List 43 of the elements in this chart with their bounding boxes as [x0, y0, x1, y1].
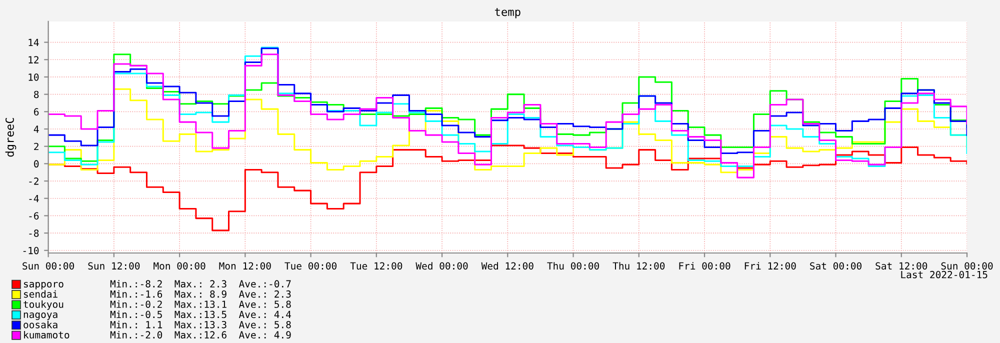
x-tick-label: Mon 12:00 — [219, 262, 271, 270]
x-tick-label: Sat 12:00 — [876, 262, 928, 270]
y-tick-label: 8 — [34, 90, 39, 98]
y-axis-title: dgreeC — [5, 118, 16, 157]
text: Min.:-0.2 Max.:13.1 Ave.: 5.8 — [110, 300, 291, 308]
legend-label: sendai — [24, 290, 58, 298]
x-tick-label: Sun 12:00 — [88, 262, 140, 270]
legend-label: sapporo — [24, 282, 64, 290]
x-tick-label: Thu 00:00 — [547, 262, 599, 270]
x-tick-label: Tue 00:00 — [284, 262, 336, 270]
x-tick-label: Mon 00:00 — [154, 262, 206, 270]
text: Min.:-0.5 Max.:13.5 Ave.: 4.4 — [110, 310, 291, 318]
text: Min.:-1.6 Max.: 8.9 Ave.: 2.3 — [110, 290, 291, 298]
x-tick-label: Wed 12:00 — [481, 262, 534, 270]
x-tick-label: Sun 00:00 — [22, 262, 74, 270]
text: Min.: 1.1 Max.:13.3 Ave.: 5.8 — [110, 320, 291, 328]
y-tick-label: -6 — [29, 212, 39, 220]
y-tick-label: 6 — [34, 108, 39, 116]
y-tick-label: -8 — [29, 230, 39, 237]
x-tick-label: Wed 00:00 — [416, 262, 468, 270]
y-tick-label: 10 — [28, 73, 39, 81]
chart-title: temp — [494, 8, 520, 18]
x-tick-label: Sat 00:00 — [810, 262, 862, 270]
legend-label: oosaka — [24, 320, 58, 328]
x-tick-label: Tue 12:00 — [350, 262, 402, 270]
x-tick-label: Fri 12:00 — [744, 262, 796, 270]
legend-label: toukyou — [24, 300, 64, 310]
y-tick-label: 12 — [28, 56, 38, 64]
y-tick-label: -4 — [29, 195, 39, 202]
y-tick-label: 14 — [28, 38, 39, 46]
y-tick-label: -10 — [23, 246, 39, 254]
legend-label: nagoya — [24, 312, 58, 320]
text: Min.:-2.0 Max.:12.6 Ave.: 4.9 — [110, 331, 291, 339]
x-tick-label: Thu 12:00 — [612, 262, 665, 270]
legend-label: kumamoto — [24, 331, 70, 339]
text: Last 2022-01-15 — [901, 270, 988, 278]
text: Min.:-8.2 Max.: 2.3 Ave.:-0.7 — [110, 280, 291, 288]
x-tick-label: Fri 00:00 — [679, 262, 730, 270]
y-tick-label: 2 — [34, 142, 38, 150]
y-tick-label: 4 — [34, 126, 39, 133]
y-tick-label: 0 — [34, 160, 39, 168]
x-tick-label: Sun 00:00 — [941, 262, 993, 270]
y-tick-label: -2 — [29, 178, 38, 185]
